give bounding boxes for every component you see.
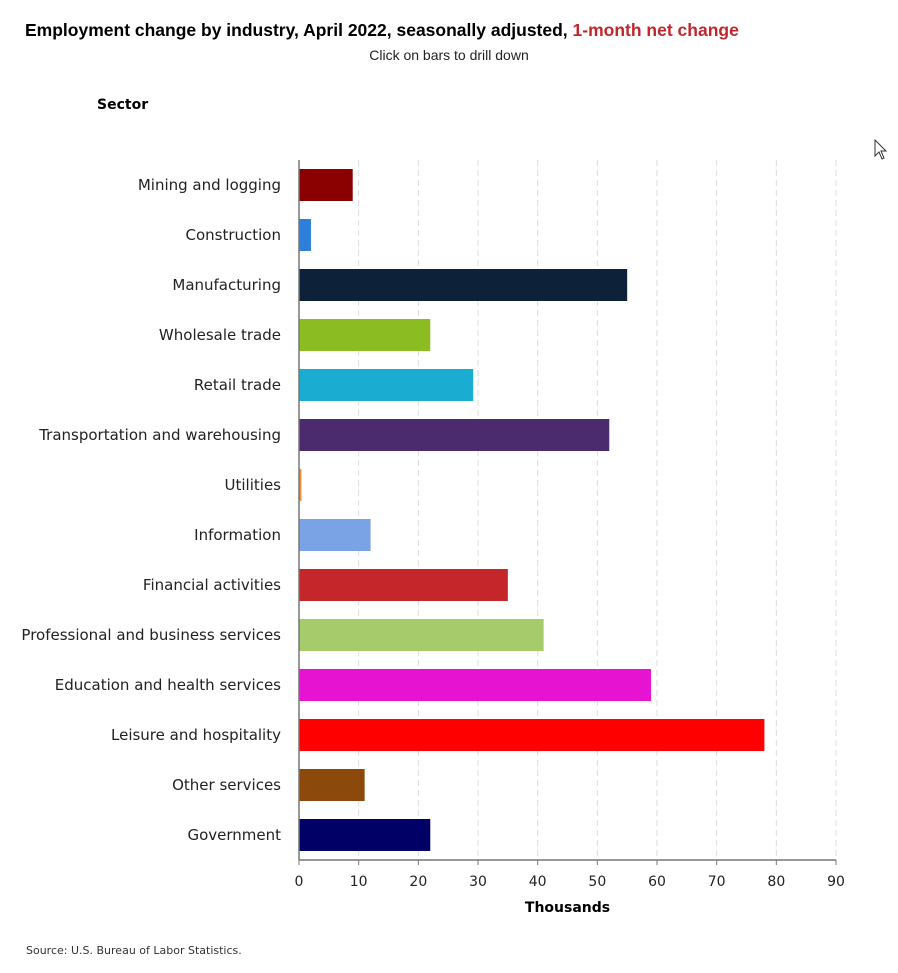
y-axis-title: Sector: [97, 97, 149, 113]
bar[interactable]: [299, 319, 431, 351]
x-tick-label: 20: [409, 874, 427, 890]
bar[interactable]: [299, 719, 765, 751]
category-label: Manufacturing: [172, 276, 281, 294]
chart-subtitle: Click on bars to drill down: [369, 47, 529, 63]
category-label: Education and health services: [55, 676, 281, 694]
category-label: Government: [187, 826, 281, 844]
category-label: Transportation and warehousing: [38, 426, 281, 444]
chart-title-accent[interactable]: 1-month net change: [572, 20, 739, 40]
category-label: Leisure and hospitality: [111, 726, 281, 744]
chart-title-main: Employment change by industry, April 202…: [25, 20, 568, 40]
x-tick-label: 80: [767, 874, 785, 890]
chart-title: Employment change by industry, April 202…: [25, 20, 739, 41]
mouse-cursor-icon: [874, 139, 888, 160]
category-label: Retail trade: [194, 376, 281, 394]
bar[interactable]: [299, 819, 431, 851]
x-tick-label: 70: [708, 874, 726, 890]
category-label: Other services: [172, 776, 281, 794]
bar[interactable]: [299, 619, 544, 651]
category-label: Mining and logging: [138, 176, 281, 194]
x-tick-label: 60: [648, 874, 666, 890]
x-tick-label: 90: [827, 874, 845, 890]
bar[interactable]: [299, 769, 365, 801]
category-label: Construction: [185, 226, 281, 244]
x-tick-label: 0: [295, 874, 304, 890]
category-label: Information: [194, 526, 281, 544]
x-tick-label: 50: [588, 874, 606, 890]
bar[interactable]: [299, 569, 508, 601]
category-label: Wholesale trade: [159, 326, 281, 344]
x-tick-label: 10: [350, 874, 368, 890]
bar[interactable]: [299, 219, 311, 251]
bar[interactable]: [299, 269, 628, 301]
source-note: Source: U.S. Bureau of Labor Statistics.: [26, 944, 242, 957]
bar[interactable]: [299, 169, 353, 201]
x-axis-title: Thousands: [525, 900, 610, 916]
bar[interactable]: [299, 469, 302, 501]
bar[interactable]: [299, 669, 652, 701]
bar[interactable]: [299, 419, 610, 451]
category-label: Financial activities: [143, 576, 281, 594]
x-tick-label: 40: [529, 874, 547, 890]
bar[interactable]: [299, 519, 371, 551]
category-label: Utilities: [225, 476, 282, 494]
category-label: Professional and business services: [21, 626, 281, 644]
bar[interactable]: [299, 369, 474, 401]
x-tick-label: 30: [469, 874, 487, 890]
